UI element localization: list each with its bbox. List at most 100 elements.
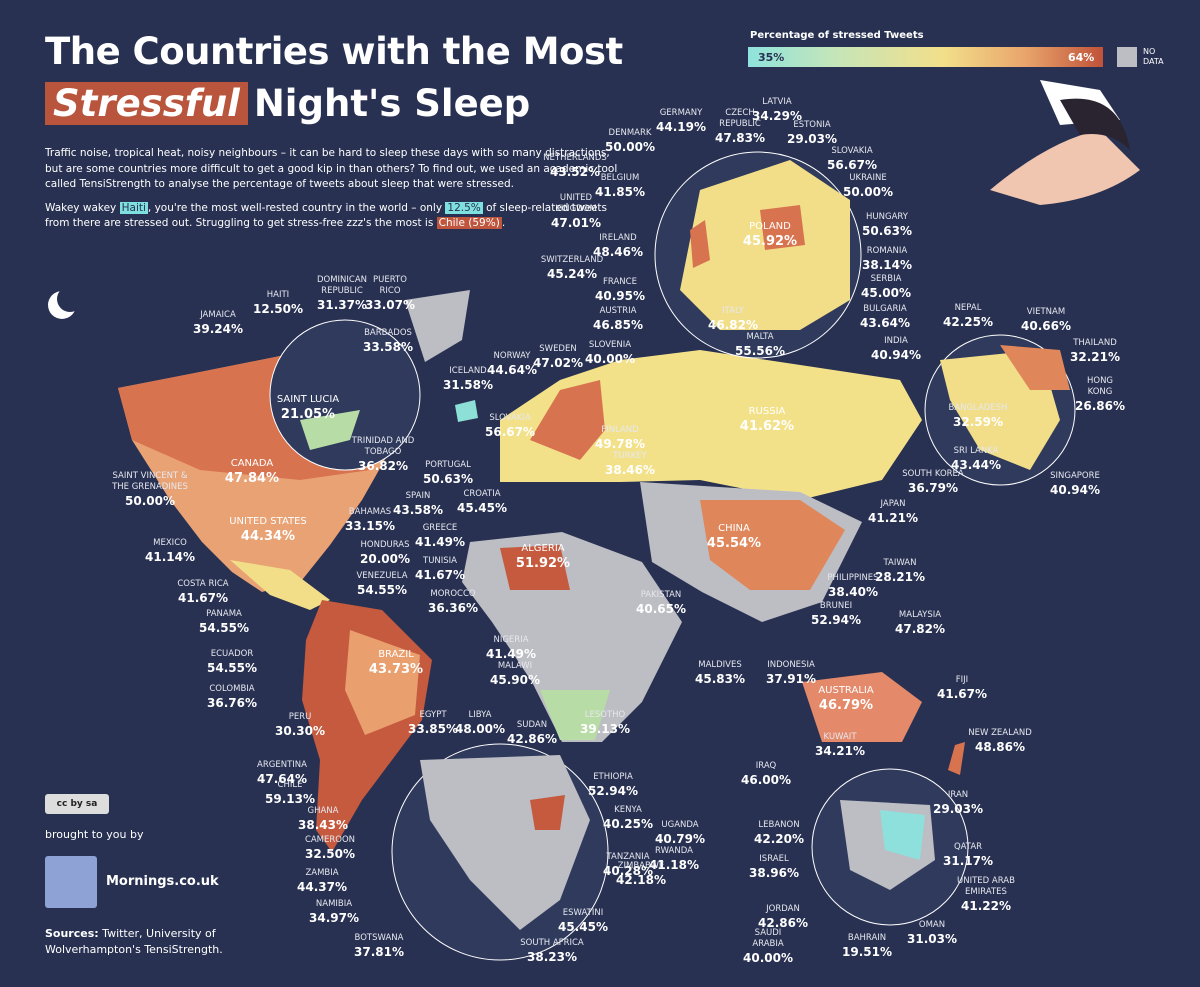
iceland: [455, 400, 478, 422]
intro: Traffic noise, tropical heat, noisy neig…: [45, 146, 625, 240]
country-value: 31.58%: [443, 378, 493, 392]
country-name: BELGIUM: [601, 173, 640, 183]
country-value: 38.23%: [527, 950, 577, 964]
mexico: [230, 560, 330, 610]
country-value: 41.62%: [740, 419, 794, 434]
country-name: ROMANIA: [867, 246, 908, 256]
country-name: TAIWAN: [883, 558, 917, 568]
country-name: TUNISIA: [422, 556, 457, 566]
country-name: BANGLADESH: [948, 403, 1007, 413]
country-value: 50.63%: [862, 224, 912, 238]
country-name: VIETNAM: [1027, 307, 1065, 317]
country-value: 41.21%: [868, 511, 918, 525]
country-name: BRUNEI: [820, 601, 852, 611]
country-name: OMAN: [919, 920, 945, 930]
country-value: 38.40%: [828, 585, 878, 599]
country-value: 56.67%: [827, 158, 877, 172]
country-name: ISRAEL: [759, 854, 789, 864]
country-labels: GERMANY44.19%CZECHREPUBLIC47.83%LATVIA34…: [111, 97, 1125, 965]
country-name: ETHIOPIA: [593, 772, 633, 782]
license-badge: cc by sa: [45, 794, 109, 814]
country-value: 41.14%: [145, 550, 195, 564]
country-name: SWEDEN: [539, 344, 576, 354]
country-value: 41.67%: [415, 568, 465, 582]
country-value: 54.55%: [207, 661, 257, 675]
country-name: GERMANY: [660, 108, 703, 118]
country-value: 31.03%: [907, 932, 957, 946]
no-data-swatch: [1117, 47, 1137, 67]
country-value: 45.45%: [457, 501, 507, 515]
north-africa: [500, 545, 570, 590]
country-name: SRI LANKA: [954, 446, 999, 456]
country-value: 43.58%: [393, 503, 443, 517]
country-value: 45.92%: [743, 234, 797, 249]
country-value: 47.01%: [551, 216, 601, 230]
country-name: CHINA: [718, 523, 750, 534]
country-value: 52.94%: [811, 613, 861, 627]
country-value: 41.49%: [486, 647, 536, 661]
country-value: 45.24%: [547, 267, 597, 281]
country-value: 51.92%: [516, 556, 570, 571]
country-name: SLOVENIA: [589, 340, 631, 350]
europe-poland: [760, 205, 805, 250]
text: Wakey wakey: [45, 201, 120, 214]
country-value: 46.00%: [741, 773, 791, 787]
country-value: 12.50%: [253, 302, 303, 316]
country-name: MALTA: [746, 332, 773, 342]
country-name: UNITED: [560, 193, 593, 203]
country-value: 48.46%: [593, 245, 643, 259]
country-value: 45.83%: [695, 672, 745, 686]
highlight: Haiti: [119, 201, 148, 214]
country-value: 39.13%: [580, 722, 630, 736]
country-name: NIGERIA: [493, 635, 528, 645]
intro-paragraph: Traffic noise, tropical heat, noisy neig…: [45, 147, 618, 190]
country-name: NORWAY: [494, 351, 532, 361]
country-value: 47.82%: [895, 622, 945, 636]
brand-name: Mornings.co.uk: [106, 874, 219, 889]
country-name: THE GRENADINES: [111, 482, 188, 492]
country-value: 31.37%: [317, 298, 367, 312]
country-value: 38.14%: [862, 258, 912, 272]
legend-max: 64%: [1068, 51, 1095, 64]
country-value: 44.34%: [241, 529, 295, 544]
country-name: SLOVAKIA: [831, 146, 873, 156]
highlight: 12.5%: [445, 201, 483, 214]
title-highlight: Stressful: [45, 82, 248, 125]
country-name: POLAND: [749, 221, 791, 232]
country-value: 40.79%: [655, 832, 705, 846]
text: , you're the most well-rested country in…: [147, 201, 446, 214]
country-name: CROATIA: [463, 489, 500, 499]
country-name: UNITED ARAB: [957, 876, 1015, 886]
country-name: ARGENTINA: [257, 760, 307, 770]
country-value: 52.94%: [588, 784, 638, 798]
caribbean-cuba: [300, 410, 360, 450]
country-name: MEXICO: [153, 538, 187, 548]
country-name: FINLAND: [601, 425, 639, 435]
country-name: ZIMBABWE: [618, 861, 665, 871]
country-name: NETHERLANDS: [543, 153, 607, 163]
country-name: ARABIA: [752, 939, 784, 949]
country-value: 32.50%: [305, 847, 355, 861]
country-name: HUNGARY: [866, 212, 909, 222]
highlight: Chile (59%): [436, 217, 502, 229]
country-name: ALGERIA: [521, 543, 564, 554]
country-value: 43.64%: [860, 316, 910, 330]
country-value: 33.15%: [345, 519, 395, 533]
country-name: MOROCCO: [430, 589, 475, 599]
text: DATA: [1143, 57, 1164, 66]
country-value: 33.85%: [408, 722, 458, 736]
brazil: [345, 630, 420, 735]
country-name: KENYA: [614, 805, 642, 815]
country-value: 36.36%: [428, 601, 478, 615]
africa-ethiopia: [530, 795, 565, 830]
legend-title: Percentage of stressed Tweets: [750, 30, 924, 41]
country-name: SAUDI: [755, 928, 782, 938]
country-value: 55.56%: [735, 344, 785, 358]
moon: [48, 286, 83, 319]
country-name: MALDIVES: [698, 660, 742, 670]
country-name: QATAR: [954, 842, 982, 852]
country-value: 20.00%: [360, 552, 410, 566]
country-value: 40.00%: [743, 951, 793, 965]
country-name: BRAZIL: [378, 649, 414, 660]
country-name: BOTSWANA: [355, 933, 404, 943]
